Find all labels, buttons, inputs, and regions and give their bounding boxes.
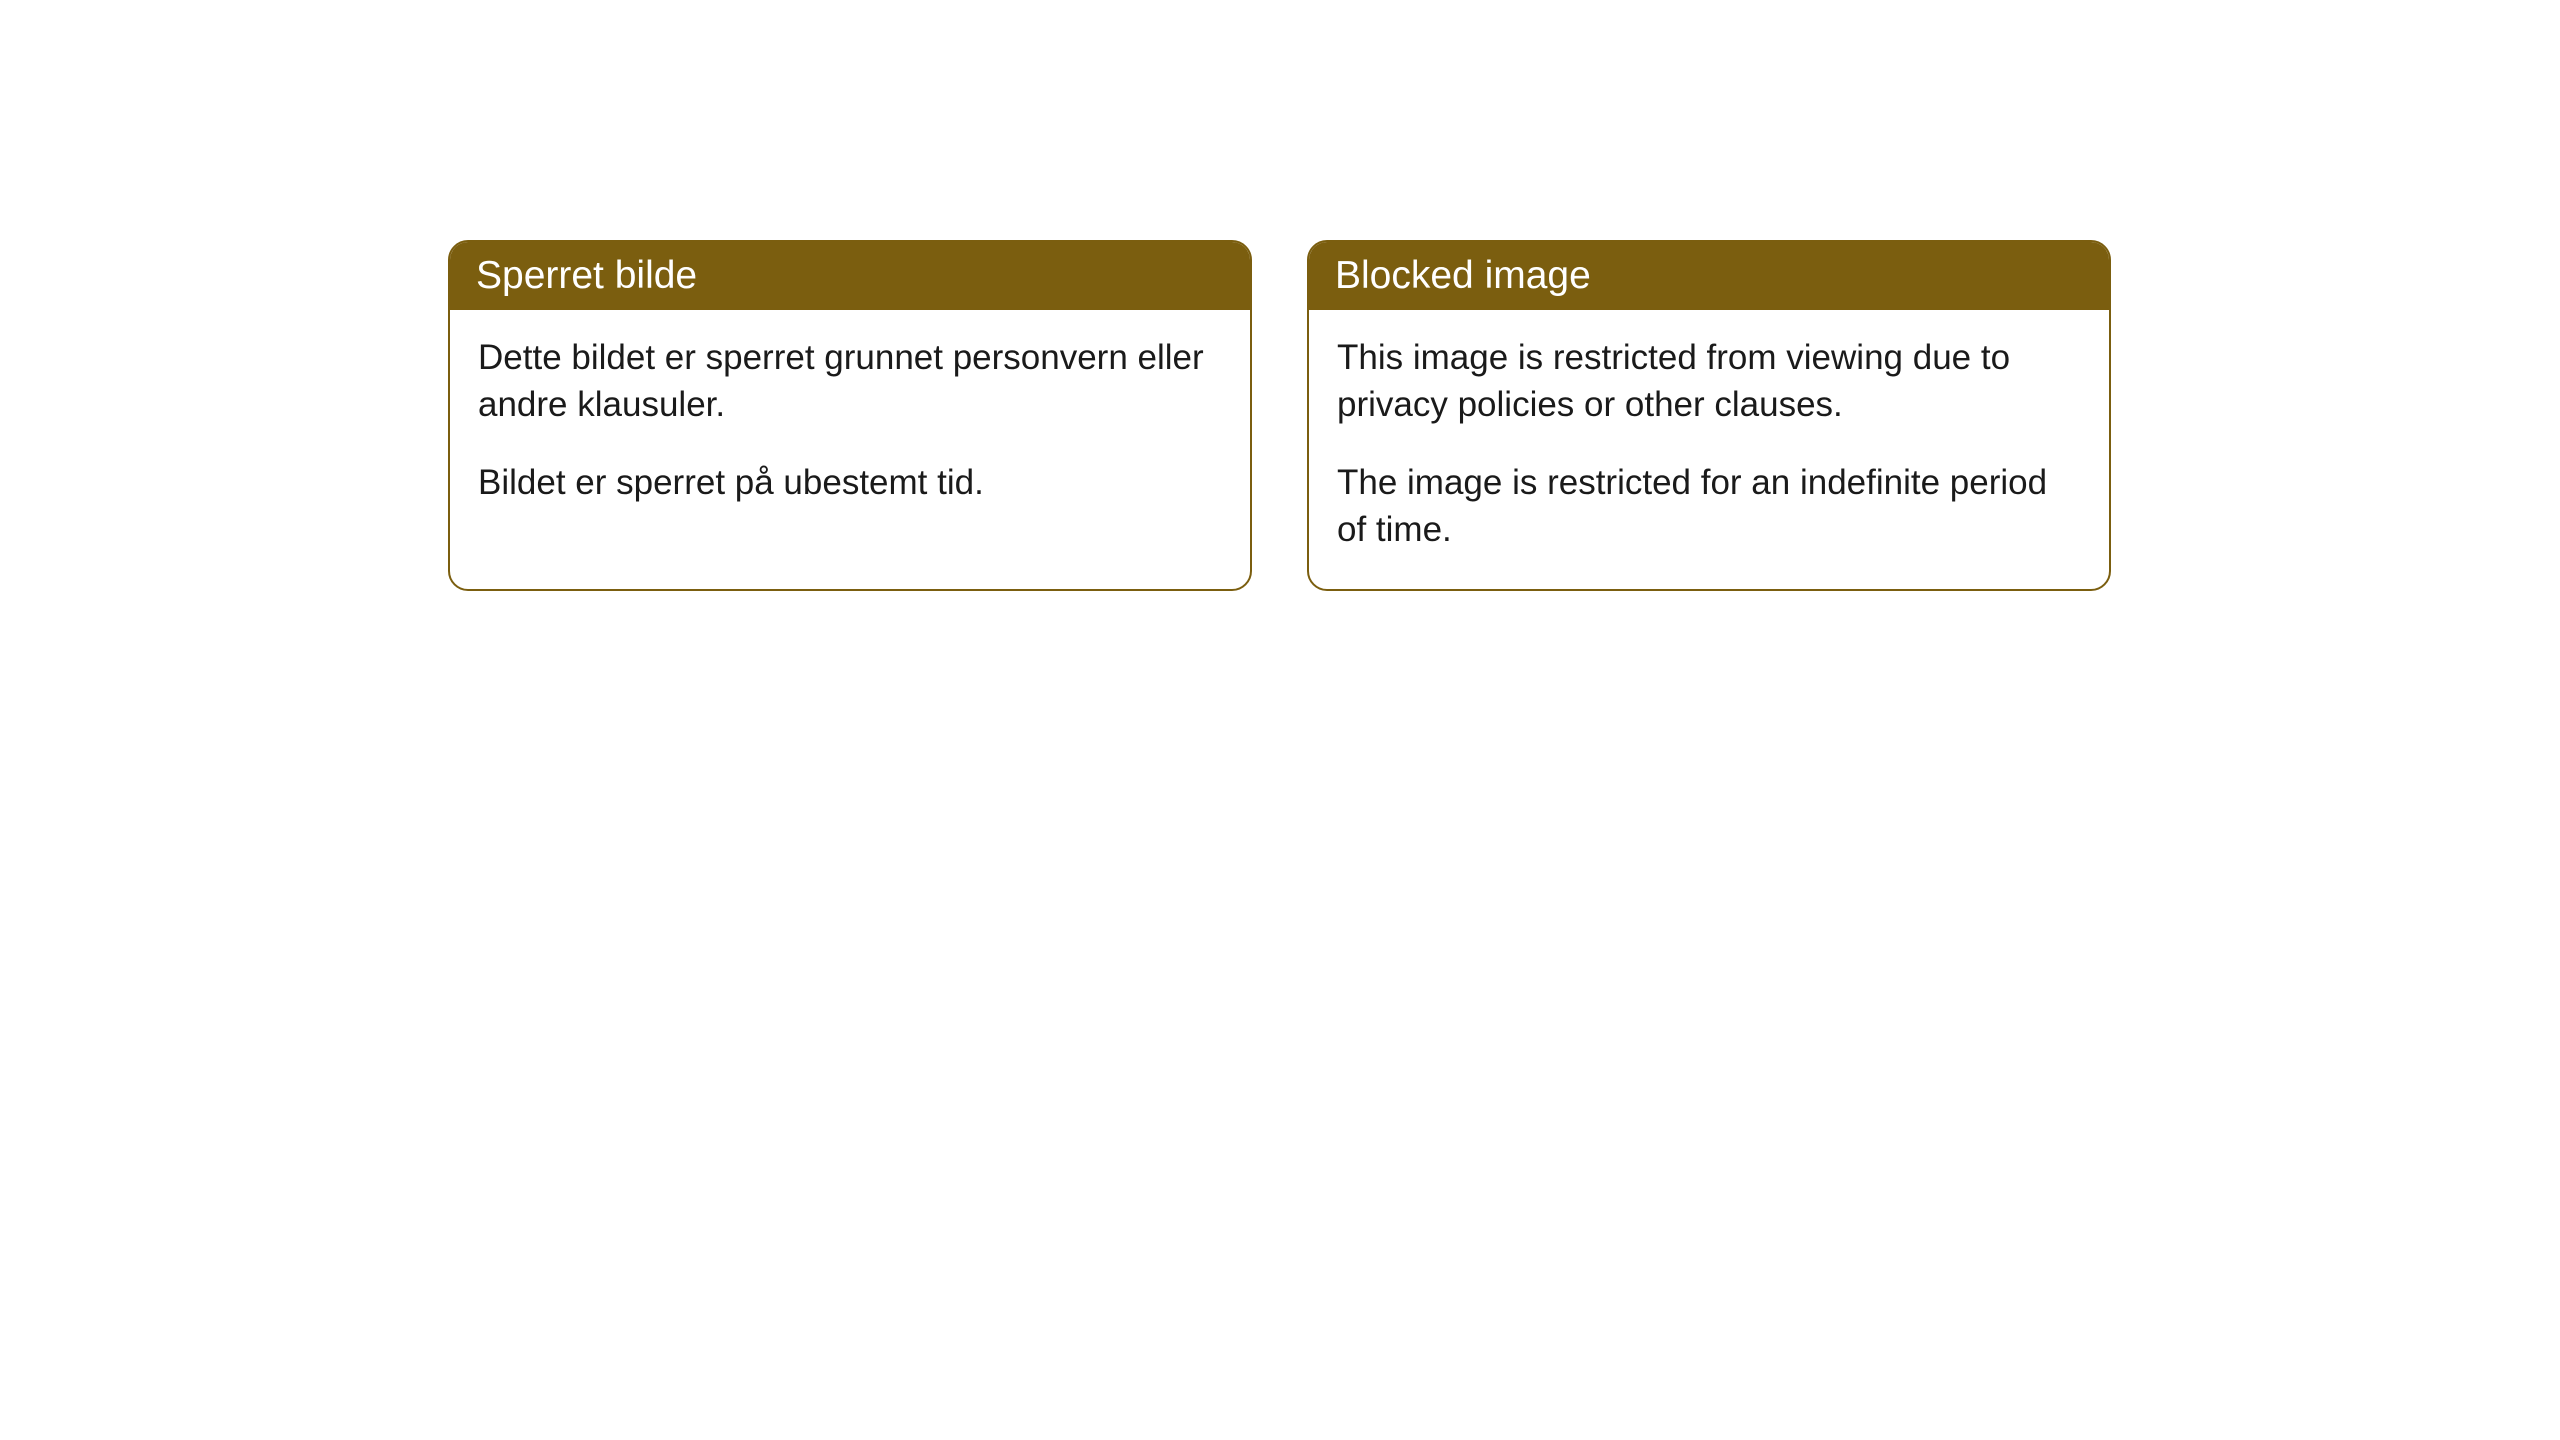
card-paragraph: Dette bildet er sperret grunnet personve… (478, 334, 1222, 429)
card-header: Sperret bilde (450, 242, 1250, 310)
card-body: This image is restricted from viewing du… (1309, 310, 2109, 589)
card-title: Blocked image (1335, 254, 1591, 297)
card-body: Dette bildet er sperret grunnet personve… (450, 310, 1250, 542)
card-paragraph: The image is restricted for an indefinit… (1337, 459, 2081, 554)
card-title: Sperret bilde (476, 254, 697, 297)
notice-card-norwegian: Sperret bilde Dette bildet er sperret gr… (448, 240, 1252, 591)
notice-card-english: Blocked image This image is restricted f… (1307, 240, 2111, 591)
card-paragraph: Bildet er sperret på ubestemt tid. (478, 459, 1222, 506)
card-paragraph: This image is restricted from viewing du… (1337, 334, 2081, 429)
notice-cards-container: Sperret bilde Dette bildet er sperret gr… (0, 0, 2560, 591)
card-header: Blocked image (1309, 242, 2109, 310)
